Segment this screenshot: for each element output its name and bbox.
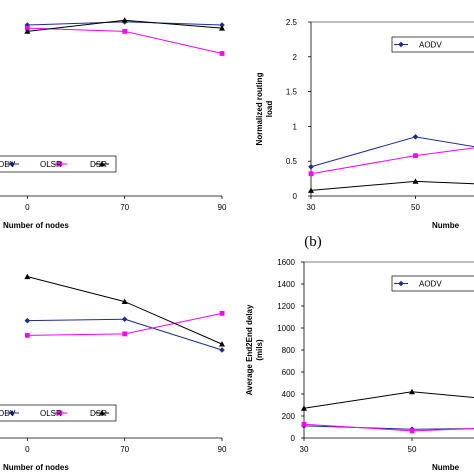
legend-swatch-marker [398,280,404,287]
legend-label: OLSR [40,409,62,418]
data-point-olsr [219,51,225,56]
legend-label: DSR [90,409,107,418]
data-point-dsr [24,28,31,34]
series-line-dsr [303,391,474,409]
y-tick-label: 1000 [277,324,295,333]
legend-swatch-marker [57,161,63,167]
legend-swatch-marker [99,161,105,167]
data-point-olsr [24,332,30,338]
y-tick-label: 1200 [277,302,295,311]
x-tick-label: 0 [25,445,30,454]
x-axis-title: Number of nodes [3,463,69,472]
y-tick-label: 600 [282,368,296,377]
x-tick-label: 70 [120,203,129,212]
data-point-aodv [412,134,419,140]
data-point-dsr [219,341,225,347]
data-point-dsr [412,178,419,184]
x-tick-label: 90 [218,203,227,212]
data-point-olsr [24,25,30,31]
legend-box [391,36,474,53]
data-point-dsr [121,298,128,304]
x-tick-label: 50 [408,445,417,454]
y-axis-title-line: Average End2End delay [245,304,254,395]
data-point-olsr [122,28,128,34]
legend-label: AODV [419,41,442,50]
chart-panel-3: 0 70 90 Number of nodes ODV OLSR DSR [0,273,227,472]
chart-panel-4: 30 50 0 200 400 600 800 1000 1200 1400 1600 Average… [245,258,474,472]
data-point-dsr [24,273,31,280]
legend-swatch-marker [57,410,63,416]
subfigure-caption: (b) [304,234,322,250]
y-tick-label: 800 [282,346,296,355]
legend: AODV [391,36,474,53]
chart-panel-1: 0 70 90 Number of nodes ODV OLSR DSR [0,17,227,230]
data-point-aodv [219,22,225,28]
data-point-olsr [301,421,307,427]
legend-label: OLSR [40,160,62,169]
y-tick-label: 1600 [277,258,295,267]
y-tick-label: 2 [293,53,298,62]
legend-box [391,275,474,292]
legend-label: ODV [0,160,16,169]
series-line-aodv [303,425,474,430]
data-point-aodv [121,316,128,322]
x-tick-label: 50 [411,203,420,212]
x-tick-label: 90 [218,445,227,454]
x-tick-label: 30 [307,203,316,212]
legend-label: AODV [419,280,442,289]
legend-label: ODV [0,409,16,418]
legend: ODV OLSR DSR [0,404,117,422]
series-line-olsr [303,423,474,432]
y-tick-label: 200 [282,412,296,421]
legend-swatch-marker [9,410,15,416]
data-point-olsr [409,428,415,434]
data-point-aodv [24,317,31,324]
y-tick-label: 0.5 [286,157,298,166]
data-point-dsr [409,388,415,395]
series-line-dsr [310,180,474,191]
legend: ODV OLSR DSR [0,155,117,173]
series-line-aodv [310,136,474,168]
data-point-olsr [413,153,418,159]
x-tick-label: 0 [25,203,30,212]
legend-swatch-marker [9,161,15,167]
y-tick-label: 2.5 [286,18,298,27]
y-tick-label: 1 [293,122,298,131]
y-tick-label: 0 [293,192,298,201]
data-point-olsr [219,310,225,316]
y-axis-title: Normalized routingload [255,72,274,145]
legend-swatch-marker [398,41,404,48]
chart-panel-2: 30 50 0 0.5 1 1.5 2 2.5 Normalized routingload Nu… [255,18,474,230]
legend-label: DSR [90,160,107,169]
legend-swatch-marker [99,410,105,416]
data-point-aodv [308,163,314,170]
data-point-olsr [308,171,314,177]
y-tick-label: 1400 [277,280,295,289]
data-point-dsr [219,25,225,31]
x-axis-title: Number of nodes [3,221,69,230]
x-axis-title: Numbe [432,463,460,472]
data-point-dsr [121,17,128,23]
data-point-dsr [301,405,307,411]
y-axis-title-line: (mils) [255,339,264,361]
x-tick-label: 70 [120,445,129,454]
x-axis-title: Numbe [432,221,460,230]
y-axis-title-line: load [265,101,274,118]
y-tick-label: 400 [282,390,296,399]
data-point-dsr [308,187,314,193]
y-tick-label: 1.5 [286,88,298,97]
y-axis-title-line: Normalized routing [255,72,264,145]
legend: AODV [391,275,474,292]
y-axis-title: Average End2End delay(mils) [245,304,264,395]
y-tick-label: 0 [291,434,296,443]
data-point-olsr [122,331,128,337]
data-point-aodv [219,347,225,353]
x-tick-label: 30 [300,445,309,454]
series-line-olsr [310,147,474,175]
